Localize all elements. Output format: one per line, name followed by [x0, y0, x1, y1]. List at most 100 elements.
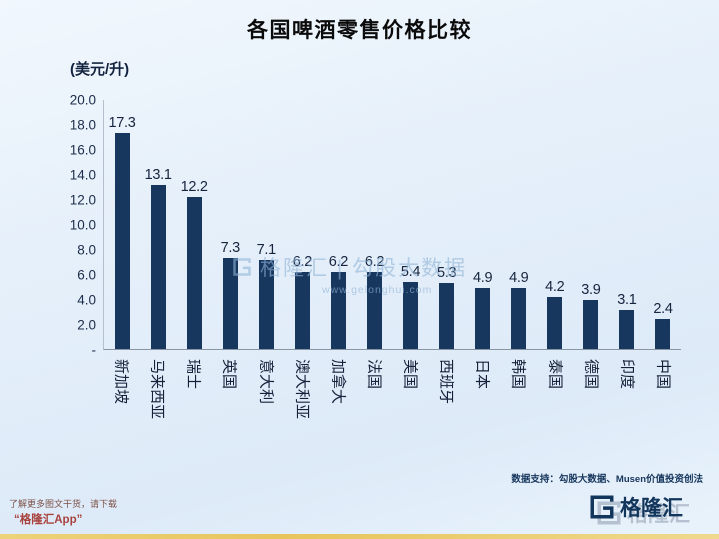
gelonghui-logo-main: 格隆汇 — [589, 492, 683, 522]
bar-value-label: 3.1 — [617, 292, 637, 309]
chart-title: 各国啤酒零售价格比较 — [247, 19, 472, 42]
category-label-text: 英国 — [220, 359, 238, 390]
bar-value-label: 12.2 — [180, 178, 208, 195]
bar-value-label: 6.2 — [364, 253, 385, 270]
y-tick-label: 6.0 — [77, 267, 96, 283]
y-tick-label: 16.0 — [69, 142, 96, 158]
data-support-note: 数据支持：勾股大数据、Musen价值投资创法 — [511, 474, 703, 485]
category-label: 德国 — [573, 350, 609, 472]
bar-value-label: 4.9 — [473, 269, 493, 286]
bar-value-label: 3.9 — [581, 282, 601, 299]
bar-chart: 20.0 18.0 16.0 14.0 12.0 10.0 8.0 6.0 4.0 2.0- 格隆… — [58, 93, 681, 472]
bar-value-label: 5.3 — [436, 264, 457, 281]
bar — [439, 282, 455, 349]
bar-group: 5.4 — [393, 263, 429, 349]
bar-value-label: 6.2 — [292, 253, 313, 270]
bar — [403, 281, 419, 349]
bottom-gold-strip — [0, 534, 719, 539]
category-label: 澳大利亚 — [284, 350, 320, 472]
category-label: 泰国 — [537, 350, 573, 472]
category-label-text: 西班牙 — [437, 359, 455, 405]
bar — [150, 185, 166, 349]
gelonghui-logo: 格隆汇 格隆汇 — [589, 492, 707, 528]
bars-row: 格隆汇 | 勾股大数据 www.gelonghui.com 17.3 13.1 12… — [103, 100, 681, 350]
category-label: 西班牙 — [428, 350, 464, 472]
y-tick-label: 4.0 — [77, 292, 96, 308]
bar — [186, 196, 202, 349]
category-label-text: 法国 — [365, 359, 383, 390]
category-label-text: 意大利 — [257, 359, 275, 405]
bar-group: 6.2 — [356, 253, 392, 349]
y-tick-label: 8.0 — [77, 242, 96, 258]
promo-text: 了解更多图文干货，请下载 — [9, 499, 118, 509]
y-axis-unit-label: (美元/升) — [70, 61, 130, 78]
bar-group: 3.9 — [573, 282, 609, 349]
plot-area: 格隆汇 | 勾股大数据 www.gelonghui.com 17.3 13.1 12… — [103, 100, 681, 472]
gelonghui-logo-icon — [590, 495, 614, 519]
bar-group: 4.9 — [465, 270, 501, 349]
y-tick-label: 20.0 — [69, 92, 96, 108]
category-labels-row: 新加坡 马来西亚 瑞士 英国 意大利 澳大利亚 加拿大 法国 美国 西班牙 日本 韩国 泰国 德国 印度 中国 — [103, 350, 681, 472]
promo-app-name: “格隆汇App” — [14, 514, 83, 526]
bar-group: 17.3 — [104, 115, 140, 349]
bar — [114, 132, 130, 349]
bar-group: 12.2 — [176, 178, 212, 349]
bar-value-label: 7.1 — [256, 242, 277, 259]
category-label-text: 德国 — [582, 359, 600, 390]
category-label-text: 马来西亚 — [148, 359, 166, 420]
bar-value-label: 4.9 — [509, 269, 529, 286]
bar — [511, 287, 527, 349]
y-tick-label: 14.0 — [69, 167, 96, 183]
category-label-text: 加拿大 — [329, 359, 347, 405]
category-label: 瑞士 — [175, 350, 211, 472]
bar — [294, 271, 310, 349]
y-tick-label: - — [91, 342, 97, 358]
category-label: 加拿大 — [320, 350, 356, 472]
category-label: 意大利 — [248, 350, 284, 472]
brand-name: 格隆汇 — [627, 503, 690, 526]
category-label: 中国 — [645, 350, 681, 472]
category-label-text: 印度 — [618, 359, 636, 390]
category-label-text: 泰国 — [546, 359, 564, 390]
bar-group: 3.1 — [609, 292, 645, 349]
bar — [258, 260, 274, 349]
bar-value-label: 6.2 — [328, 253, 349, 270]
y-tick-label: 18.0 — [69, 117, 96, 133]
category-label-text: 澳大利亚 — [293, 359, 311, 420]
gelonghui-logo-icon — [597, 501, 621, 525]
bar-group: 5.3 — [429, 265, 465, 349]
bar-value-label: 2.4 — [653, 301, 673, 317]
bar-value-label: 13.1 — [144, 167, 172, 184]
bar-group: 4.2 — [537, 279, 573, 349]
bar-value-label: 5.4 — [400, 263, 421, 280]
y-axis: 20.0 18.0 16.0 14.0 12.0 10.0 8.0 6.0 4.0 2.0 - — [58, 93, 103, 358]
bar — [619, 310, 635, 349]
category-label-text: 韩国 — [509, 359, 527, 390]
bar-group: 4.9 — [501, 270, 537, 349]
bar-group: 7.3 — [212, 240, 248, 349]
category-label-text: 新加坡 — [112, 359, 130, 405]
category-label: 马来西亚 — [139, 350, 175, 472]
bar-group: 6.2 — [320, 253, 356, 349]
category-label: 新加坡 — [103, 350, 139, 472]
bar-value-label: 17.3 — [108, 114, 136, 131]
category-label-text: 日本 — [473, 359, 491, 390]
bar — [655, 319, 671, 349]
category-label: 法国 — [356, 350, 392, 472]
bar-group: 7.1 — [248, 242, 284, 349]
bar — [222, 257, 238, 349]
y-tick-label: 2.0 — [77, 317, 96, 333]
bar — [583, 300, 599, 349]
bar — [475, 287, 491, 349]
gelonghui-logo-shadow: 格隆汇 — [596, 498, 690, 528]
category-label: 韩国 — [500, 350, 536, 472]
category-label: 印度 — [609, 350, 645, 472]
category-label-text: 瑞士 — [184, 359, 202, 390]
bar — [330, 271, 346, 349]
bar-group: 13.1 — [140, 167, 176, 349]
brand-name: 格隆汇 — [620, 497, 683, 520]
bar-group: 6.2 — [284, 253, 320, 349]
y-tick-label: 12.0 — [69, 192, 96, 208]
bar — [366, 271, 382, 349]
